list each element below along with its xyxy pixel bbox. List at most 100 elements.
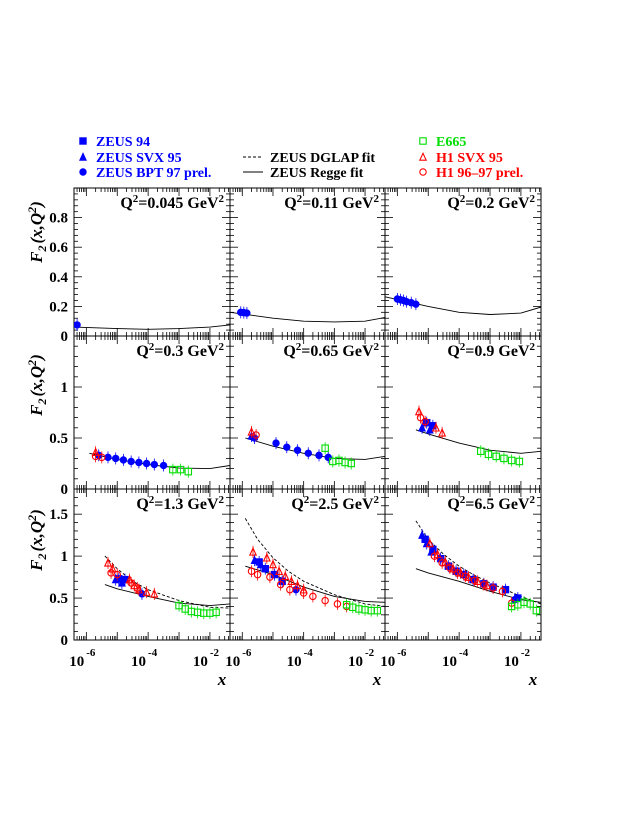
data-point [464,572,473,581]
dglap-fit-curve [415,520,541,605]
data-point [418,422,427,432]
panel-title-q: Q [291,496,303,513]
data-point [421,535,429,544]
legend-marker-zeus-svx-95 [79,152,87,161]
series-h1-96-97-prel [416,411,429,428]
panel-title-sup: 2 [460,341,466,353]
legend-item-h1-96-97-prel: H1 96–97 prel. [419,166,523,181]
panel-title-sup: 2 [304,494,310,506]
panel-title-sup: 2 [460,193,466,205]
data-point [127,457,135,466]
legend-marker-zeus-bpt-97-prel [79,168,87,176]
panel-title: Q2=2.5 GeV2 [291,494,379,513]
data-point [268,559,278,569]
data-point [127,579,135,587]
data-point [482,580,492,590]
y-title-close: ) [27,354,46,362]
data-point [412,300,420,308]
x-tick-label: 10-2 [348,647,375,670]
data-point [446,564,454,572]
data-point [252,431,260,439]
panel-q2-2-5: Q2=2.5 GeV2 [229,488,386,641]
x-tick-base: 10 [69,654,84,670]
x-tick-label: 10-4 [287,647,314,670]
legend-item-zeus-94: ZEUS 94 [79,135,150,150]
data-point [253,570,262,579]
data-point [532,606,541,615]
y-tick-label: 1.5 [49,507,68,523]
data-point [272,439,280,447]
legend-label-zeus-bpt-97-prel: ZEUS BPT 97 prel. [96,166,211,181]
data-point [461,572,470,580]
legend-item-zeus-dglap-fit: ZEUS DGLAP fit [243,151,375,166]
x-tick-base: 10 [193,654,208,670]
legend-label-zeus-94: ZEUS 94 [96,135,150,150]
data-point [477,447,485,456]
data-point [248,546,258,556]
data-point [286,585,294,594]
data-point [421,417,429,426]
series-e665 [477,445,524,468]
panel-title-mid: =0.3 GeV [154,343,219,360]
data-point [262,552,271,562]
panel-title-sup: 2 [530,494,536,506]
panel-title-mid: =1.3 GeV [154,496,219,513]
data-point [112,454,120,463]
series-e665 [169,463,193,478]
legend-item-h1-svx-95: H1 SVX 95 [418,151,503,166]
y-tick-label: 0 [61,329,69,345]
y-title-args: (x,Q [27,521,46,552]
data-point [500,454,508,463]
data-point [133,584,142,592]
panel-title-sup: 2 [530,341,536,353]
series-h1-96-97-prel [252,428,260,441]
panel-title-q: Q [136,496,148,513]
x-tick-label: 10-6 [225,647,252,670]
series-zeus-94 [115,572,129,586]
x-tick-exp: -2 [521,647,531,659]
panel-title-sup: 2 [297,193,303,205]
panel-q2-0-9: Q2=0.9 GeV2 [384,335,542,490]
data-point [119,456,128,464]
legend-item-zeus-svx-95: ZEUS SVX 95 [79,151,182,166]
series-e665 [321,442,355,470]
panel-title-sup: 2 [149,341,155,353]
data-point [425,538,434,548]
x-tick-exp: -2 [365,647,375,659]
data-point [299,589,308,597]
data-point [255,558,263,566]
panel-title-mid: =0.65 GeV [301,343,374,360]
y-title-sup: 2 [25,515,39,522]
legend-marker-zeus-94 [79,137,87,145]
dglap-fit-curve [244,518,385,607]
y-tick-label: 0.5 [49,431,68,447]
x-tick-exp: -2 [210,647,220,659]
data-point [212,608,220,617]
panel-title-mid: =6.5 GeV [465,496,530,513]
data-point [526,600,534,608]
legend-marker-h1-96-97-prel [419,168,427,176]
data-point [373,606,382,615]
x-tick-base: 10 [287,654,302,670]
data-point [115,575,123,583]
y-tick-label: 0.4 [49,270,68,286]
regge-fit-curve [385,296,541,315]
y-title-args: (x,Q [27,213,46,244]
series-h1-96-97-prel [91,450,106,464]
legend-label-e665: E665 [436,135,466,150]
legend-label-zeus-regge-fit: ZEUS Regge fit [270,166,364,181]
data-point [441,556,450,566]
y-tick-label: 0.2 [49,299,68,315]
panel-plot-area [230,306,385,323]
x-tick-base: 10 [442,654,457,670]
x-tick-base: 10 [225,654,240,670]
panel-plot-area [74,318,230,331]
data-point [275,566,284,575]
series-e665 [175,599,220,620]
legend-marker-e665 [419,137,427,145]
panel-title-q: Q [447,496,459,513]
panel-title: Q2=0.65 GeV2 [283,341,379,360]
panel-q2-0-11: Q2=0.11 GeV2 [229,187,386,337]
